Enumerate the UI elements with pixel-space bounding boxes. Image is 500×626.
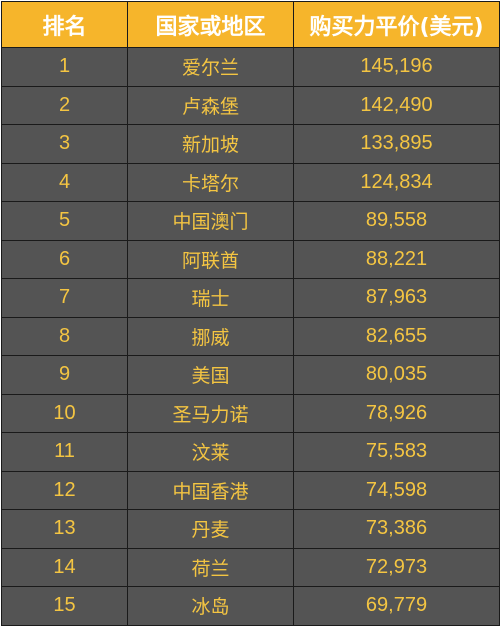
value-cell: 145,196 (293, 47, 500, 87)
value-cell: 74,598 (293, 470, 500, 510)
value-cell: 89,558 (293, 201, 500, 241)
table-row: 9 美国 80,035 (1, 355, 500, 395)
rank-cell: 11 (1, 432, 128, 472)
rank-cell: 6 (1, 239, 128, 279)
value-cell: 88,221 (293, 239, 500, 279)
country-cell: 阿联酋 (127, 239, 294, 279)
country-cell: 汶莱 (127, 432, 294, 472)
rank-cell: 15 (1, 586, 128, 626)
table-header-row: 排名 国家或地区 购买力平价(美元) (1, 1, 500, 48)
header-rank: 排名 (1, 1, 128, 48)
rank-cell: 9 (1, 355, 128, 395)
table-row: 2 卢森堡 142,490 (1, 85, 500, 125)
value-cell: 75,583 (293, 432, 500, 472)
country-cell: 爱尔兰 (127, 47, 294, 87)
table-row: 10 圣马力诺 78,926 (1, 393, 500, 433)
rank-cell: 12 (1, 470, 128, 510)
rank-cell: 4 (1, 162, 128, 202)
table-row: 5 中国澳门 89,558 (1, 201, 500, 241)
value-cell: 78,926 (293, 393, 500, 433)
table-row: 4 卡塔尔 124,834 (1, 162, 500, 202)
value-cell: 80,035 (293, 355, 500, 395)
rank-cell: 3 (1, 124, 128, 164)
table-row: 3 新加坡 133,895 (1, 124, 500, 164)
rank-cell: 13 (1, 509, 128, 549)
rank-cell: 10 (1, 393, 128, 433)
country-cell: 冰岛 (127, 586, 294, 626)
country-cell: 新加坡 (127, 124, 294, 164)
value-cell: 87,963 (293, 278, 500, 318)
header-country: 国家或地区 (127, 1, 294, 48)
country-cell: 卡塔尔 (127, 162, 294, 202)
table-row: 15 冰岛 69,779 (1, 586, 500, 626)
table-body: 1 爱尔兰 145,196 2 卢森堡 142,490 3 新加坡 133,89… (1, 47, 500, 626)
table-row: 7 瑞士 87,963 (1, 278, 500, 318)
rank-cell: 8 (1, 316, 128, 356)
country-cell: 挪威 (127, 316, 294, 356)
value-cell: 124,834 (293, 162, 500, 202)
country-cell: 丹麦 (127, 509, 294, 549)
value-cell: 72,973 (293, 547, 500, 587)
country-cell: 荷兰 (127, 547, 294, 587)
rank-cell: 1 (1, 47, 128, 87)
table-row: 11 汶莱 75,583 (1, 432, 500, 472)
table-row: 12 中国香港 74,598 (1, 470, 500, 510)
header-ppp-value: 购买力平价(美元) (293, 1, 500, 48)
rank-cell: 14 (1, 547, 128, 587)
value-cell: 142,490 (293, 85, 500, 125)
rank-cell: 7 (1, 278, 128, 318)
table-row: 6 阿联酋 88,221 (1, 239, 500, 279)
country-cell: 圣马力诺 (127, 393, 294, 433)
table-row: 1 爱尔兰 145,196 (1, 47, 500, 87)
country-cell: 中国香港 (127, 470, 294, 510)
country-cell: 卢森堡 (127, 85, 294, 125)
value-cell: 133,895 (293, 124, 500, 164)
country-cell: 美国 (127, 355, 294, 395)
table-row: 13 丹麦 73,386 (1, 509, 500, 549)
rank-cell: 5 (1, 201, 128, 241)
country-cell: 瑞士 (127, 278, 294, 318)
table-row: 14 荷兰 72,973 (1, 547, 500, 587)
rank-cell: 2 (1, 85, 128, 125)
value-cell: 82,655 (293, 316, 500, 356)
value-cell: 69,779 (293, 586, 500, 626)
value-cell: 73,386 (293, 509, 500, 549)
country-cell: 中国澳门 (127, 201, 294, 241)
table-row: 8 挪威 82,655 (1, 316, 500, 356)
